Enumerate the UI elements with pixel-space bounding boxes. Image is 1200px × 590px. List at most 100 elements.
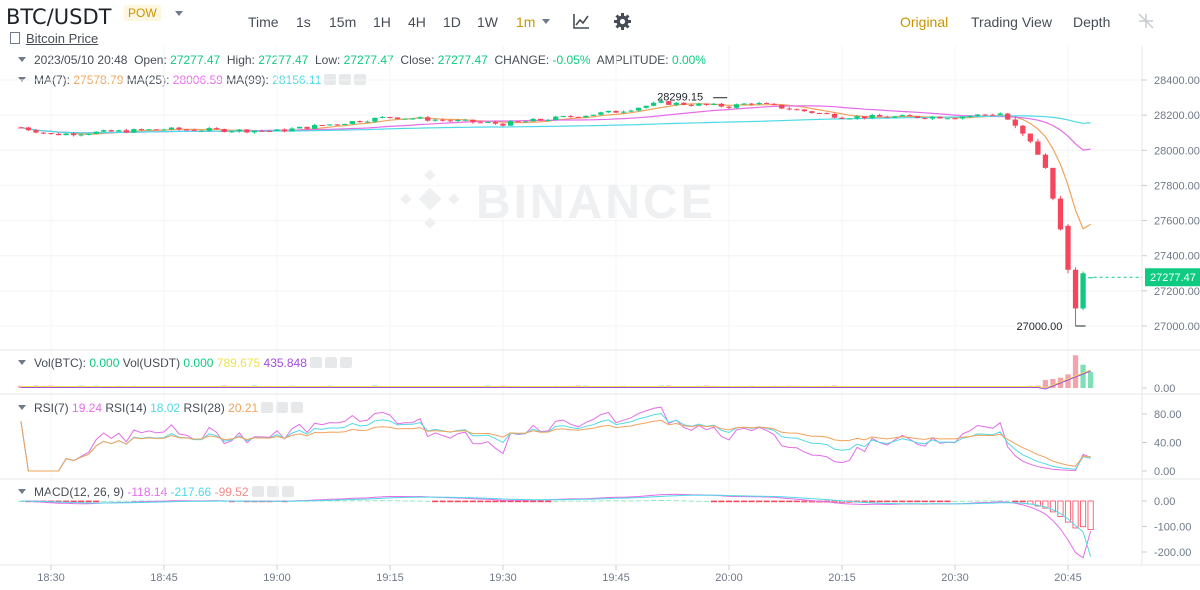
document-icon (10, 32, 20, 44)
time-tick-label: 19:15 (376, 572, 404, 584)
macd-hist-bar (153, 500, 160, 502)
volume-bar (726, 386, 732, 388)
candle-body (470, 119, 476, 123)
view-depth[interactable]: Depth (1073, 14, 1111, 30)
fullscreen-icon[interactable] (1137, 12, 1155, 30)
view-trading-view[interactable]: Trading View (971, 14, 1052, 30)
hide-eye-icon[interactable] (261, 402, 274, 413)
macd-hist-bar (425, 500, 431, 502)
macd-dif-value: -118.14 (127, 485, 168, 499)
volume-bar (522, 386, 529, 388)
volume-bar (1020, 386, 1026, 388)
volume-bar (688, 386, 694, 388)
volume-bar (673, 386, 679, 388)
macd-hist-bar (605, 500, 612, 502)
candles (18, 97, 1094, 326)
macd-hist-bar (703, 500, 710, 502)
candle-body (990, 114, 996, 116)
view-original[interactable]: Original (900, 14, 949, 30)
interval-1w[interactable]: 1W (477, 14, 498, 30)
volume-bar (425, 386, 431, 388)
interval-4h[interactable]: 4H (408, 14, 426, 30)
macd-hist-bar (696, 500, 702, 502)
candle-body (748, 103, 755, 105)
close-icon[interactable] (354, 74, 367, 85)
macd-hist-bar (484, 500, 491, 503)
volume-bar (959, 386, 966, 388)
macd-hist-bar (854, 500, 861, 503)
candle-body (86, 133, 92, 135)
volume-bar (432, 386, 438, 388)
candle-body (997, 113, 1003, 115)
candle-body (176, 127, 182, 130)
settings-icon[interactable] (324, 357, 337, 368)
collapse-icon[interactable] (18, 489, 26, 494)
collapse-icon[interactable] (18, 57, 26, 62)
macd-hist-bar (725, 500, 733, 503)
volume-bar (146, 386, 152, 388)
candle-body (635, 107, 642, 111)
interval-1h[interactable]: 1H (373, 14, 391, 30)
high-label: High: (226, 53, 255, 67)
collapse-icon[interactable] (18, 77, 26, 82)
interval-1m[interactable]: 1m (516, 14, 536, 30)
close-icon[interactable] (281, 486, 294, 497)
hide-eye-icon[interactable] (324, 74, 337, 85)
hide-eye-icon[interactable] (309, 357, 322, 368)
candle-body (274, 129, 280, 131)
volume-bar (500, 385, 506, 388)
volume-bar (357, 386, 363, 388)
macd-hist-bar (409, 500, 416, 502)
subtitle-link[interactable]: Bitcoin Price (26, 31, 99, 46)
volume-bar (364, 386, 371, 388)
macd-hist-bar (379, 500, 386, 502)
interval-time[interactable]: Time (248, 14, 279, 30)
macd-hist-bar (620, 500, 627, 502)
candle-body (733, 104, 740, 108)
settings-icon[interactable] (266, 486, 279, 497)
pair-title[interactable]: BTC/USDT (6, 5, 112, 29)
macd-hist-bar (997, 500, 1003, 502)
macd-hist-bar (793, 500, 800, 503)
settings-icon[interactable] (276, 402, 289, 413)
indicator-icon[interactable] (572, 12, 590, 30)
macd-hist-bar (492, 500, 499, 503)
candle-body (658, 101, 664, 103)
candle-body (455, 120, 461, 122)
candle-body (485, 122, 491, 124)
interval-dropdown-icon[interactable] (542, 19, 550, 24)
volume-bar (492, 386, 499, 388)
interval-1d[interactable]: 1D (443, 14, 461, 30)
settings-gear-icon[interactable] (613, 12, 632, 31)
volume-bar (952, 385, 958, 388)
interval-1s[interactable]: 1s (296, 14, 311, 30)
collapse-icon[interactable] (18, 360, 26, 365)
pair-dropdown-icon[interactable] (175, 11, 183, 16)
vol-ma2-value: 435.848 (263, 356, 307, 370)
ma7-line (20, 103, 1091, 230)
macd-hist-bar (289, 500, 295, 502)
close-icon[interactable] (339, 357, 352, 368)
macd-hist-bar (733, 500, 740, 503)
candle-body (334, 124, 340, 126)
macd-hist-bar (982, 500, 988, 502)
subtitle[interactable]: Bitcoin Price (10, 31, 98, 46)
candle-body (402, 118, 408, 120)
macd-hist-bar (40, 500, 47, 503)
time-tick-label: 20:15 (828, 572, 856, 584)
collapse-icon[interactable] (18, 405, 26, 410)
volume-bar (892, 386, 898, 388)
ma99-line (20, 115, 1091, 134)
macd-hist-bar (1027, 500, 1034, 505)
settings-icon[interactable] (339, 74, 352, 85)
hide-eye-icon[interactable] (251, 486, 264, 497)
vol-legend: Vol(BTC): 0.000 Vol(USDT) 0.000 789.675 … (14, 356, 352, 370)
candle-body (1012, 119, 1018, 126)
interval-15m[interactable]: 15m (329, 14, 357, 30)
candle-body (538, 118, 544, 121)
volume-bar (312, 386, 318, 388)
macd-hist-bar (214, 500, 220, 502)
close-icon[interactable] (291, 402, 304, 413)
volume-bar (598, 386, 604, 388)
